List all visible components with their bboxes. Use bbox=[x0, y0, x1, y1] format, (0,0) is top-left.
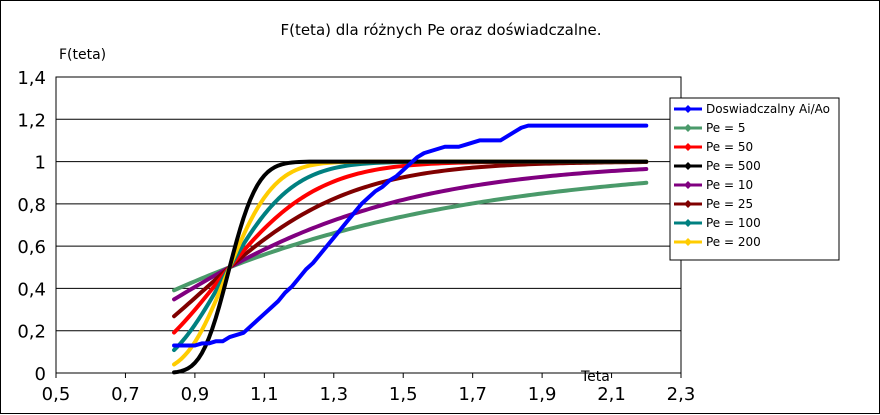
y-tick-label: 0,6 bbox=[17, 237, 46, 258]
legend-label: Pe = 200 bbox=[706, 235, 761, 249]
legend-box bbox=[669, 97, 840, 261]
series-line-pe-5 bbox=[172, 180, 649, 293]
x-tick-label: 1,5 bbox=[389, 384, 418, 405]
y-axis-label: F(teta) bbox=[59, 47, 106, 63]
legend-marker-icon bbox=[684, 219, 692, 227]
legend-marker-icon bbox=[684, 162, 692, 170]
x-tick-label: 1,1 bbox=[250, 384, 279, 405]
legend-marker-icon bbox=[684, 124, 692, 132]
y-tick-label: 0 bbox=[35, 364, 46, 385]
chart-title: F(teta) dla różnych Pe oraz doświadczaln… bbox=[280, 21, 601, 39]
x-axis-label: Teta bbox=[580, 369, 610, 385]
legend-marker-icon bbox=[684, 105, 692, 113]
legend-marker-icon bbox=[684, 181, 692, 189]
legend-marker-icon bbox=[684, 238, 692, 246]
legend-label: Pe = 5 bbox=[706, 121, 746, 135]
series-line-pe-500 bbox=[172, 159, 649, 375]
legend: Doswiadczalny Ai/Ao Pe = 5 Pe = 50 Pe = 500… bbox=[669, 97, 840, 261]
legend-label: Pe = 500 bbox=[706, 159, 761, 173]
y-tick-label: 1,2 bbox=[17, 110, 46, 131]
legend-marker-icon bbox=[684, 143, 692, 151]
y-tick-label: 1,4 bbox=[17, 68, 46, 89]
y-tick-label: 0,2 bbox=[17, 322, 46, 343]
series-lines bbox=[172, 123, 649, 375]
legend-label: Doswiadczalny Ai/Ao bbox=[706, 102, 830, 116]
series-line-experimental bbox=[172, 123, 649, 348]
y-tick-label: 0,8 bbox=[17, 195, 46, 216]
x-tick-label: 0,5 bbox=[42, 384, 71, 405]
x-tick-label: 1,9 bbox=[528, 384, 557, 405]
y-tick-label: 0,4 bbox=[17, 279, 46, 300]
series-line-pe-10 bbox=[172, 167, 649, 302]
series-line-pe-50 bbox=[172, 159, 649, 335]
tick-labels: 0 0,2 0,4 0,6 0,8 1 1,2 1,4 0,5 0,7 0,9 1,1 1,3 1,5 1,… bbox=[17, 68, 695, 405]
x-tick-label: 1,7 bbox=[458, 384, 487, 405]
legend-label: Pe = 10 bbox=[706, 178, 753, 192]
x-tick-label: 1,3 bbox=[319, 384, 348, 405]
x-tick-label: 2,3 bbox=[667, 384, 696, 405]
x-tick-label: 2,1 bbox=[597, 384, 626, 405]
legend-label: Pe = 100 bbox=[706, 216, 761, 230]
y-tick-label: 1 bbox=[35, 153, 46, 174]
legend-label: Pe = 50 bbox=[706, 140, 753, 154]
x-tick-label: 0,7 bbox=[111, 384, 140, 405]
legend-marker-icon bbox=[684, 200, 692, 208]
legend-label: Pe = 25 bbox=[706, 197, 753, 211]
x-tick-label: 0,9 bbox=[181, 384, 210, 405]
